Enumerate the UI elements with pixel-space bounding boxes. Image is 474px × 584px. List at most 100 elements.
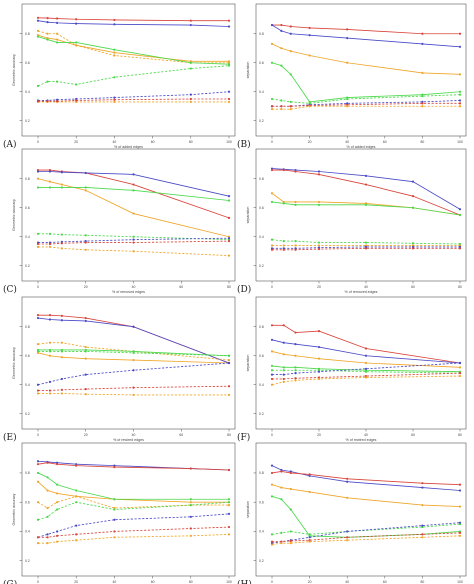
data-point — [270, 373, 274, 376]
series-line — [272, 372, 461, 380]
data-point — [46, 533, 49, 536]
data-point — [270, 244, 274, 247]
data-point — [75, 22, 78, 25]
data-point — [60, 183, 63, 186]
data-point — [294, 331, 297, 334]
chart-panel: 0.2 0.4 0.6 0.8 0 20 40 60 80 % of rewired edges G… — [3, 296, 236, 443]
data-point — [132, 183, 135, 186]
data-point — [282, 373, 285, 376]
x-tick-label: 20 — [308, 580, 312, 584]
data-point — [458, 534, 462, 537]
y-tick-label: 0.4 — [259, 383, 264, 387]
x-tick-label: 0 — [271, 285, 273, 289]
data-point — [75, 83, 78, 86]
series-line — [38, 171, 230, 197]
data-point — [227, 216, 231, 219]
data-point — [421, 71, 424, 74]
y-axis-label: Geometric accuracy — [12, 199, 16, 231]
data-point — [317, 330, 321, 333]
data-point — [56, 21, 59, 24]
data-point — [227, 25, 231, 28]
data-point — [458, 213, 462, 217]
data-point — [60, 319, 63, 322]
data-point — [227, 533, 231, 536]
data-point — [317, 244, 321, 247]
data-point — [36, 463, 40, 466]
data-point — [36, 471, 40, 475]
data-point — [48, 245, 52, 248]
series-line — [271, 375, 461, 386]
data-point — [364, 203, 368, 206]
series-line — [271, 365, 461, 373]
data-point — [346, 105, 349, 108]
x-tick-label: 40 — [132, 285, 136, 289]
x-tick-label: 40 — [113, 580, 117, 584]
data-point — [289, 487, 292, 491]
data-point — [270, 533, 274, 536]
data-point — [48, 180, 52, 183]
series-line — [37, 352, 230, 364]
data-point — [84, 350, 87, 353]
series-line — [38, 385, 230, 391]
data-point — [294, 372, 297, 375]
data-point — [60, 392, 63, 395]
data-point — [113, 100, 116, 103]
x-tick-label: 60 — [179, 433, 183, 437]
y-tick-label: 0.4 — [259, 235, 264, 239]
data-point — [48, 170, 52, 173]
data-point — [458, 372, 462, 375]
data-point — [289, 542, 292, 545]
data-point — [36, 314, 40, 317]
data-point — [132, 173, 135, 176]
data-point — [458, 531, 462, 535]
data-point — [289, 32, 292, 35]
data-point — [56, 492, 59, 495]
data-point — [270, 495, 274, 498]
panel-label: (E) — [3, 432, 17, 443]
x-tick-label: 20 — [308, 140, 312, 144]
x-tick-label: 20 — [84, 285, 88, 289]
data-point — [113, 530, 116, 533]
data-point — [36, 518, 40, 521]
x-axis-label: % of added edges — [114, 145, 143, 149]
data-point — [46, 16, 49, 20]
data-point — [56, 530, 59, 533]
x-tick-label: 100 — [457, 140, 463, 144]
x-axis-label: % of rewired edges — [346, 438, 377, 442]
y-tick-label: 0.8 — [259, 325, 264, 329]
data-point — [113, 18, 116, 22]
x-tick-label: 80 — [421, 140, 425, 144]
data-point — [46, 506, 49, 510]
data-point — [411, 180, 415, 183]
y-tick-label: 0.8 — [259, 32, 264, 36]
chart-panel: 0.2 0.4 0.6 0.8 0 20 40 60 80 % of removed edges s… — [237, 148, 467, 295]
data-point — [227, 237, 231, 240]
data-point — [294, 343, 297, 346]
y-tick-label: 0.4 — [25, 235, 30, 239]
data-point — [46, 80, 49, 83]
data-point — [36, 29, 40, 32]
y-tick-label: 0.4 — [25, 530, 30, 534]
data-point — [60, 341, 63, 344]
plot-frame — [255, 3, 467, 137]
data-point — [421, 105, 424, 108]
data-point — [411, 242, 415, 245]
data-point — [48, 380, 52, 383]
data-point — [48, 389, 52, 392]
data-point — [280, 498, 283, 501]
data-point — [56, 80, 59, 83]
data-point — [132, 386, 135, 389]
data-point — [75, 501, 78, 504]
data-point — [280, 531, 283, 535]
y-tick-label: 0.2 — [25, 559, 30, 563]
data-point — [280, 99, 283, 102]
y-axis-label: separation — [246, 501, 250, 518]
y-tick-label: 0.6 — [259, 61, 264, 65]
data-point — [270, 105, 274, 108]
y-tick-label: 0.4 — [259, 530, 264, 534]
data-point — [364, 376, 368, 379]
y-tick-label: 0.6 — [25, 500, 30, 504]
data-point — [308, 533, 311, 536]
series-line — [37, 36, 230, 65]
data-point — [113, 518, 116, 521]
